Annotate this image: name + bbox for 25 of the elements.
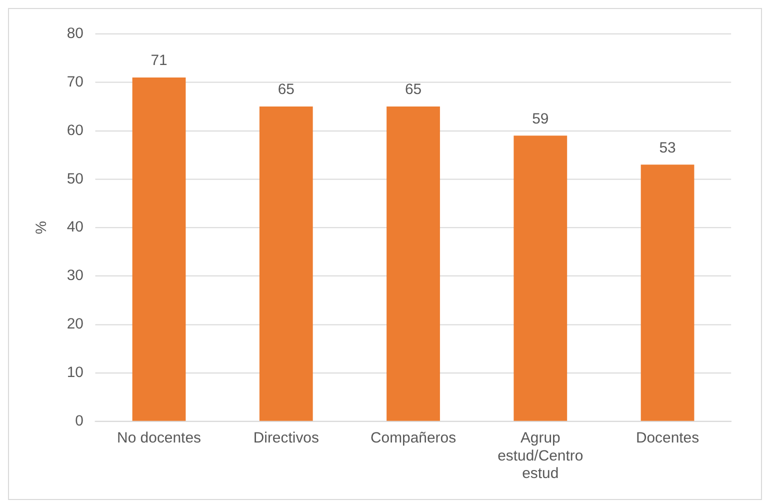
bar [640,164,694,421]
y-tick-label: 60 [66,122,84,139]
bar [259,106,313,421]
bar [386,106,440,421]
data-label: 65 [278,81,294,98]
data-label: 59 [532,110,549,128]
y-tick-label: 40 [66,218,84,236]
bar [132,77,186,421]
x-tick-label: Agrup estud/Centro estud [498,429,584,482]
x-tick-label: Docentes [636,429,700,446]
y-axis-title: % [33,220,50,234]
y-tick-label: 50 [66,170,84,188]
x-tick-label: Directivos [253,429,319,446]
data-label: 53 [659,139,676,156]
data-label: 65 [404,81,422,98]
y-tick-label: 0 [75,412,84,430]
bar [514,136,568,421]
y-tick-label: 10 [66,364,84,382]
x-tick-label: No docentes [117,429,201,446]
y-tick-label: 70 [66,73,84,90]
y-tick-label: 20 [66,316,84,333]
x-tick-label: Compañeros [370,429,456,446]
data-label: 71 [150,52,168,70]
y-tick-label: 30 [66,267,84,284]
y-tick-label: 80 [66,25,84,42]
